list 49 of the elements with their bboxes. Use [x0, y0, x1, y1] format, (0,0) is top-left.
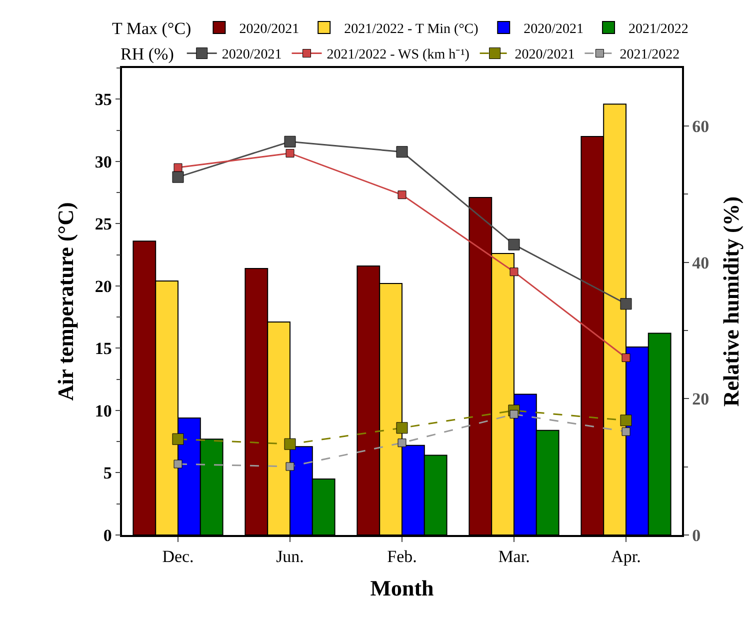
legend-label: 2021/2022 - WS (km h⁻¹): [326, 48, 470, 63]
x-tick-label: Jun.: [276, 547, 304, 566]
legend-label: 2021/2022: [620, 48, 680, 63]
legend-title: T Max (°C): [112, 19, 192, 38]
x-tick-label: Mar.: [498, 547, 530, 566]
legend-label: 2020/2021: [222, 48, 282, 63]
point: [172, 433, 184, 445]
point: [174, 163, 182, 172]
point: [174, 460, 182, 468]
legend-label: 2020/2021: [514, 48, 575, 63]
y-tick-label: 0: [103, 526, 112, 545]
y-tick-label: 25: [94, 214, 112, 234]
point: [286, 462, 294, 471]
y2-tick-label: 60: [692, 116, 710, 136]
legend-label: 2020/2021: [524, 22, 584, 38]
text: RH (%): [120, 44, 174, 64]
legend-label: 2020/2021: [239, 22, 300, 38]
point: [620, 414, 632, 426]
y2-tick-label: 0: [692, 526, 701, 545]
point: [622, 427, 630, 436]
point: [620, 298, 632, 310]
point: [508, 238, 520, 250]
x-axis-title: Month: [370, 576, 434, 601]
x-tick-label: Feb.: [387, 547, 417, 566]
y2-tick-label: 20: [692, 390, 710, 409]
y2-tick-label: 40: [692, 253, 710, 272]
point: [398, 438, 406, 448]
y-tick-label: 20: [94, 276, 112, 296]
point: [284, 136, 296, 148]
y-tick-label: 35: [94, 90, 112, 110]
point: [510, 410, 518, 418]
point: [396, 422, 408, 434]
x-tick-label: Dec.: [162, 547, 194, 566]
point: [398, 190, 406, 200]
y-tick-label: 5: [103, 464, 112, 483]
point: [284, 438, 296, 450]
point: [396, 146, 408, 158]
legend-label: 2021/2022: [628, 22, 688, 38]
point: [510, 268, 518, 276]
y2-axis-title: Relative humidity (%): [718, 196, 744, 407]
point: [622, 353, 630, 362]
y-axis-title: Air temperature (°C): [53, 202, 78, 401]
point: [286, 148, 294, 158]
y-tick-label: 15: [94, 339, 112, 358]
y-tick-label: 10: [94, 401, 112, 420]
x-tick-label: Apr.: [611, 547, 641, 566]
y-tick-label: 30: [94, 152, 112, 172]
point: [172, 171, 184, 183]
legend-label: 2021/2022 - T Min (°C): [344, 22, 479, 38]
